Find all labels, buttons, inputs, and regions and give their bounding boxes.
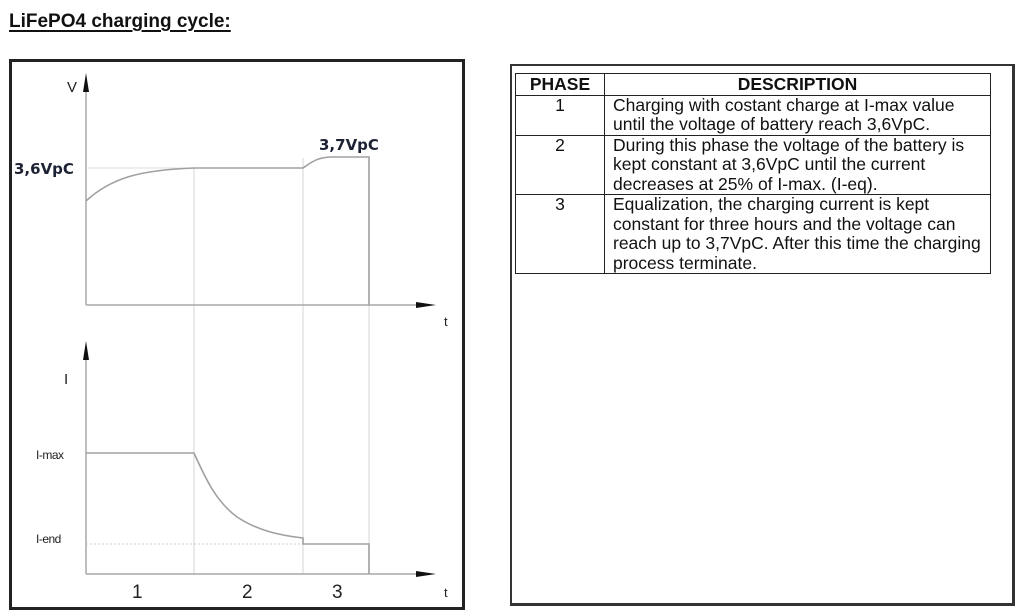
current-curve bbox=[86, 452, 370, 574]
phase-description: Equalization, the charging current is ke… bbox=[604, 194, 991, 274]
voltage-curve bbox=[85, 156, 370, 305]
voltage-axis-label: V bbox=[67, 79, 77, 96]
charging-cycle-svg: V 3,6VpC 3,7VpC t I I-max I-end t 1 2 3 bbox=[14, 73, 448, 603]
phase-description-panel: PHASE DESCRIPTION 1 Charging with costan… bbox=[510, 64, 1015, 606]
voltage-x-axis-arrow-icon bbox=[416, 302, 436, 308]
phase-number: 2 bbox=[515, 134, 605, 195]
phase-description: Charging with costant charge at I-max va… bbox=[604, 94, 991, 136]
i-end-level-label: I-end bbox=[36, 532, 61, 546]
phase-description-table: PHASE DESCRIPTION 1 Charging with costan… bbox=[515, 73, 991, 274]
header-phase: PHASE bbox=[515, 73, 605, 96]
table-row: 1 Charging with costant charge at I-max … bbox=[515, 94, 991, 136]
voltage-plot: V 3,6VpC 3,7VpC t bbox=[14, 73, 448, 329]
table-header-row: PHASE DESCRIPTION bbox=[515, 73, 991, 96]
phase-label-1: 1 bbox=[132, 582, 143, 603]
phase-number: 3 bbox=[515, 194, 605, 274]
document-title: LiFePO4 charging cycle: bbox=[9, 11, 231, 32]
phase-description: During this phase the voltage of the bat… bbox=[604, 134, 991, 195]
i-max-level-label: I-max bbox=[36, 448, 64, 462]
current-plot: I I-max I-end t 1 2 3 bbox=[36, 341, 448, 603]
current-x-axis-arrow-icon bbox=[416, 571, 436, 577]
header-description: DESCRIPTION bbox=[604, 73, 991, 96]
phase-label-2: 2 bbox=[242, 582, 253, 603]
phase-dividers bbox=[193, 158, 370, 574]
voltage-y-axis-arrow-icon bbox=[83, 73, 89, 92]
table-row: 3 Equalization, the charging current is … bbox=[515, 194, 991, 274]
charging-cycle-diagram: V 3,6VpC 3,7VpC t I I-max I-end t 1 2 3 bbox=[9, 59, 465, 610]
current-time-axis-label: t bbox=[444, 585, 448, 600]
voltage-time-axis-label: t bbox=[444, 314, 448, 329]
phase-number: 1 bbox=[515, 94, 605, 136]
table-row: 2 During this phase the voltage of the b… bbox=[515, 134, 991, 195]
v36-level-label: 3,6VpC bbox=[14, 160, 74, 178]
phase-label-3: 3 bbox=[332, 582, 343, 603]
v37-level-label: 3,7VpC bbox=[319, 136, 379, 154]
current-axis-label: I bbox=[64, 371, 68, 388]
current-y-axis-arrow-icon bbox=[83, 341, 89, 360]
